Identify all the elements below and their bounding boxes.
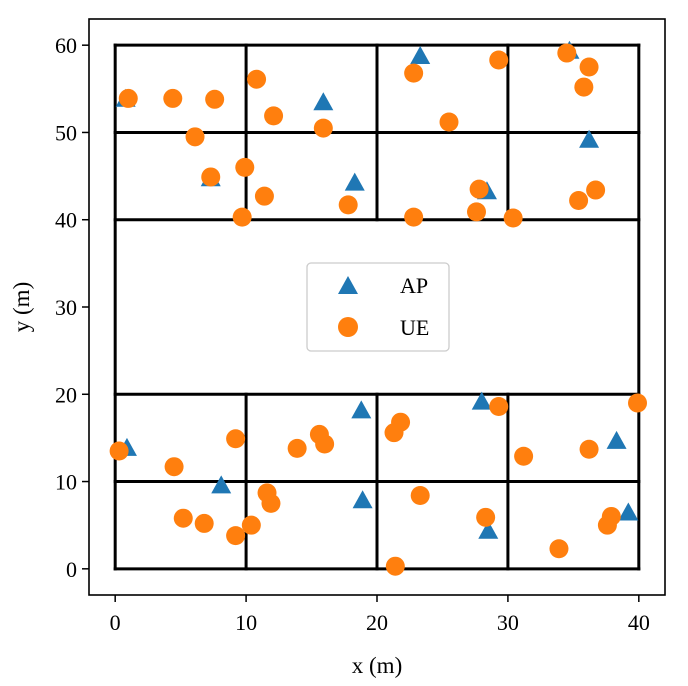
ue-marker <box>109 441 129 461</box>
ue-marker <box>569 191 589 211</box>
y-tick-label: 50 <box>55 120 77 145</box>
legend-ue-label: UE <box>400 315 429 340</box>
ue-marker <box>264 106 284 126</box>
ue-marker <box>404 207 424 227</box>
ue-marker <box>185 127 205 147</box>
y-tick-label: 10 <box>55 470 77 495</box>
y-tick-label: 20 <box>55 382 77 407</box>
x-tick-label: 20 <box>366 610 388 635</box>
ue-marker <box>503 208 523 228</box>
ue-marker <box>247 69 267 89</box>
ap-marker <box>478 520 499 539</box>
ue-marker <box>476 507 496 527</box>
ue-marker <box>164 457 184 477</box>
ue-marker <box>404 63 424 83</box>
y-tick-label: 30 <box>55 295 77 320</box>
ue-marker <box>261 493 281 513</box>
x-axis-ticks: 0 10 20 30 40 <box>110 595 650 635</box>
ap-marker <box>471 391 492 410</box>
ue-marker <box>549 539 569 559</box>
x-tick-label: 30 <box>497 610 519 635</box>
ue-marker <box>514 446 534 466</box>
legend-ue-marker <box>338 317 358 337</box>
ue-marker <box>235 157 255 177</box>
y-axis-label: y (m) <box>9 282 34 332</box>
ue-marker <box>226 526 246 546</box>
ue-marker <box>254 186 274 206</box>
ue-marker <box>391 412 411 432</box>
x-tick-label: 0 <box>110 610 121 635</box>
legend: AP UE <box>306 262 450 352</box>
ue-marker <box>194 513 214 533</box>
ap-marker <box>344 172 365 191</box>
floor-plan-walls <box>113 43 641 571</box>
x-tick-label: 40 <box>628 610 650 635</box>
ue-marker <box>586 180 606 200</box>
ue-marker <box>338 195 358 215</box>
ue-marker <box>574 77 594 97</box>
ue-marker <box>410 486 430 506</box>
ue-marker <box>466 202 486 222</box>
ue-marker <box>205 89 225 109</box>
legend-ap-marker <box>338 276 358 294</box>
ue-marker <box>315 434 335 454</box>
ap-marker <box>618 502 639 521</box>
ue-marker <box>439 112 459 132</box>
ue-marker <box>313 118 333 138</box>
ap-marker <box>211 475 232 494</box>
ue-marker <box>628 393 648 413</box>
y-axis-ticks: 0 10 20 30 40 50 60 <box>55 33 89 582</box>
ue-marker <box>385 556 405 576</box>
y-tick-label: 40 <box>55 208 77 233</box>
ue-marker <box>579 439 599 459</box>
ap-marker <box>606 430 627 449</box>
ue-marker <box>489 50 509 70</box>
ue-marker <box>232 207 252 227</box>
ue-marker <box>173 508 193 528</box>
data-markers <box>109 40 648 576</box>
ap-marker <box>351 400 372 419</box>
ue-marker <box>469 179 489 199</box>
ue-marker <box>287 438 307 458</box>
y-tick-label: 60 <box>55 33 77 58</box>
ue-marker <box>201 167 221 187</box>
ap-marker <box>313 92 334 111</box>
legend-ap-label: AP <box>400 273 428 298</box>
ue-marker <box>226 429 246 449</box>
ap-marker <box>410 46 431 65</box>
ue-marker <box>163 88 183 108</box>
ue-marker <box>241 515 261 535</box>
ue-marker <box>489 396 509 416</box>
ue-marker <box>601 506 621 526</box>
ap-marker <box>579 129 600 148</box>
y-tick-label: 0 <box>66 557 77 582</box>
ue-marker <box>557 43 577 63</box>
ue-marker <box>579 57 599 77</box>
ap-marker <box>352 490 373 509</box>
ue-marker <box>118 88 138 108</box>
x-tick-label: 10 <box>235 610 257 635</box>
x-axis-label: x (m) <box>352 653 402 678</box>
